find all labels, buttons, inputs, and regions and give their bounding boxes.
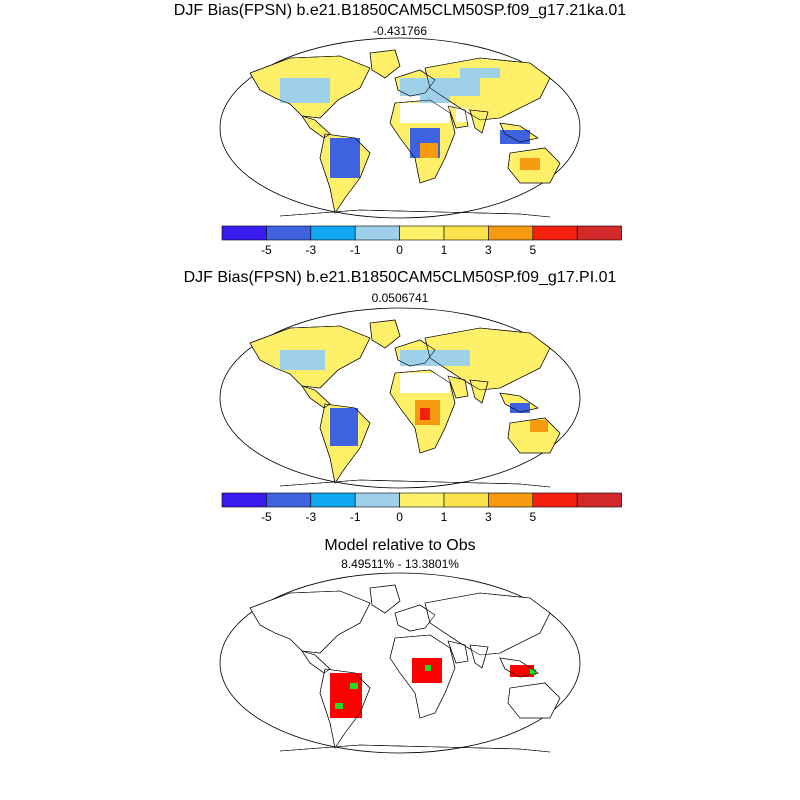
colorbar2-swatch-6 [488,492,534,508]
colorbar2-tick-label-3: 0 [396,510,403,524]
map2-land [249,319,561,488]
panel2-title: DJF Bias(FPSN) b.e21.B1850CAM5CLM50SP.f0… [183,269,617,286]
map3-land [249,584,561,753]
panel1-title: DJF Bias(FPSN) b.e21.B1850CAM5CLM50SP.f0… [173,2,627,19]
panel1-subtitle: -0.431766 [372,24,428,38]
colorbar1-tick-label-4: 1 [441,243,448,257]
colorbar2-swatch-1 [266,492,312,508]
map1-land [249,49,561,218]
colorbar2-swatch-7 [532,492,578,508]
colorbar1-swatch-6 [488,225,534,241]
colorbar-1: -5 -3 -1 0 1 3 5 [221,225,622,257]
colorbar2-swatch-0 [221,492,267,508]
colorbar2-tick-label-1: -3 [305,510,316,524]
colorbar2-tick-label-2: -1 [350,510,361,524]
colorbar2-swatch-5 [443,492,489,508]
map-panel-3 [219,572,581,754]
colorbar1-tick-label-5: 3 [485,243,492,257]
colorbar1-swatch-8 [576,225,622,241]
colorbar1-swatch-4 [399,225,445,241]
colorbar1-swatch-3 [354,225,400,241]
colorbar1-tick-label-3: 0 [396,243,403,257]
colorbar1-tick-label-1: -3 [305,243,316,257]
colorbar2-tick-label-4: 1 [441,510,448,524]
colorbar1-swatch-0 [221,225,267,241]
colorbar2-swatch-4 [399,492,445,508]
panel2-subtitle: 0.0506741 [371,291,429,305]
colorbar2-tick-label-6: 5 [529,510,536,524]
panel3-title: Model relative to Obs [324,537,476,554]
colorbar2-swatch-2 [310,492,356,508]
colorbar1-swatch-2 [310,225,356,241]
panel3-subtitle: 8.49511% - 13.3801% [341,557,459,571]
colorbar1-tick-label-2: -1 [350,243,361,257]
map-panel-1 [219,37,581,219]
colorbar2-tick-label-0: -5 [261,510,272,524]
colorbar1-swatch-5 [443,225,489,241]
colorbar2-swatch-8 [576,492,622,508]
colorbar1-tick-label-6: 5 [529,243,536,257]
colorbar1-swatch-7 [532,225,578,241]
colorbar1-tick-label-0: -5 [261,243,272,257]
colorbar-2: -5 -3 -1 0 1 3 5 [221,492,622,524]
map-panel-2 [219,307,581,489]
colorbar2-tick-label-5: 3 [485,510,492,524]
colorbar1-swatch-1 [266,225,312,241]
colorbar2-swatch-3 [354,492,400,508]
